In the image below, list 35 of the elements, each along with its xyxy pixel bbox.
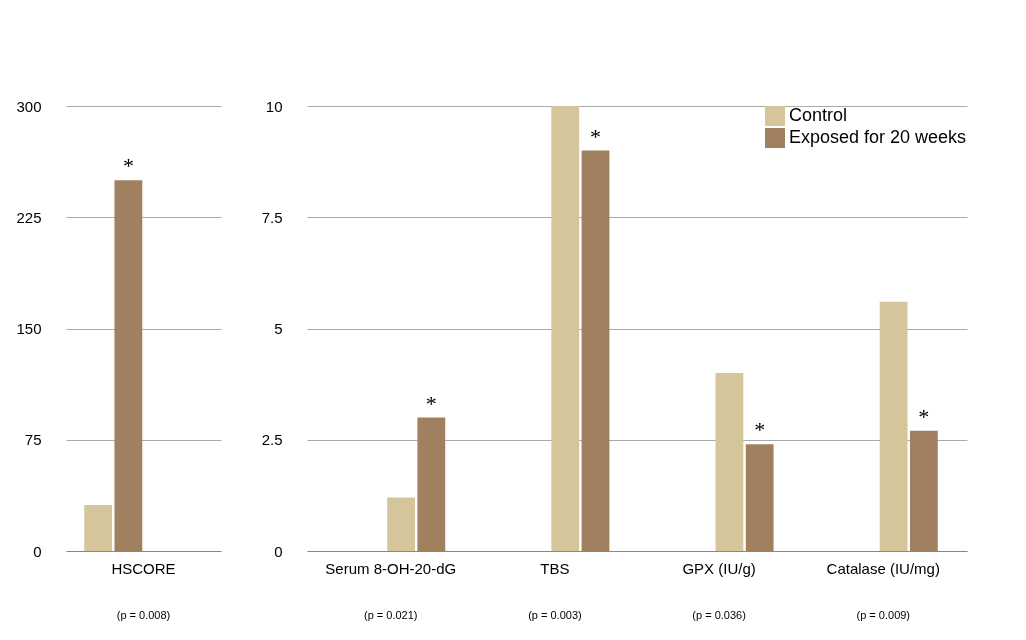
y-tick-label: 2.5 bbox=[261, 431, 283, 449]
y-tick-label: 300 bbox=[16, 97, 42, 115]
y-tick-label: 0 bbox=[33, 542, 42, 560]
y-tick-label: 5 bbox=[274, 320, 283, 337]
y-tick-label: 75 bbox=[24, 431, 42, 449]
text: (p = 0.009) bbox=[856, 609, 911, 621]
annotation: * bbox=[754, 417, 766, 443]
x-tick-label: Serum 8-OH-20-dG bbox=[325, 559, 457, 577]
x-tick-label: Catalase (IU/mg) bbox=[826, 559, 940, 577]
x-tick-label: TBS bbox=[540, 559, 570, 577]
annotation: * bbox=[122, 153, 134, 179]
annotation: * bbox=[425, 390, 437, 416]
x-tick-label: GPX (IU/g) bbox=[682, 559, 756, 577]
legend-label: Control bbox=[789, 105, 848, 125]
bar bbox=[581, 150, 610, 551]
text: (p = 0.036) bbox=[692, 609, 746, 621]
y-tick-label: 0 bbox=[274, 542, 283, 560]
bar bbox=[551, 106, 580, 551]
x-tick-label: HSCORE bbox=[111, 559, 176, 577]
bar bbox=[715, 373, 744, 551]
text: (p = 0.003) bbox=[528, 609, 582, 621]
legend-label: Exposed for 20 weeks bbox=[789, 127, 967, 147]
annotation: * bbox=[918, 403, 930, 429]
bar bbox=[879, 301, 908, 551]
bar bbox=[387, 497, 415, 551]
y-tick-label: 10 bbox=[265, 97, 283, 115]
annotation: * bbox=[590, 123, 601, 149]
y-tick-label: 7.5 bbox=[261, 208, 283, 226]
y-tick-label: 225 bbox=[16, 208, 42, 226]
y-tick-label: 150 bbox=[16, 320, 42, 337]
text: (p = 0.008) bbox=[116, 609, 171, 621]
bar bbox=[745, 444, 774, 551]
bar bbox=[417, 417, 446, 551]
bar bbox=[909, 430, 938, 551]
text: (p = 0.021) bbox=[363, 609, 418, 621]
